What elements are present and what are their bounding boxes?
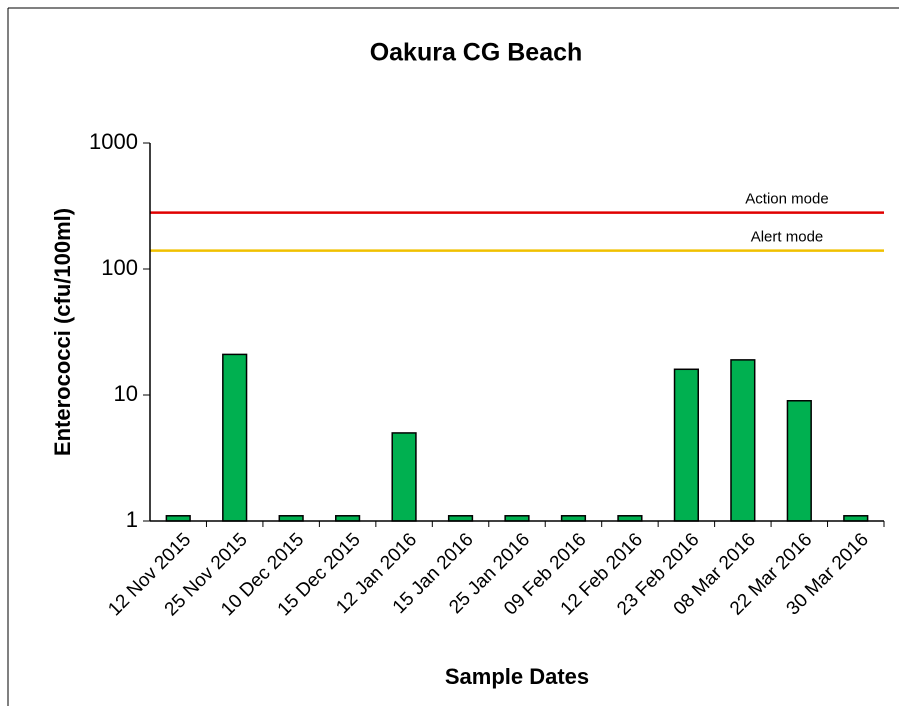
bar bbox=[617, 515, 643, 522]
x-axis-label: Sample Dates bbox=[445, 664, 589, 689]
bar bbox=[165, 515, 191, 522]
y-tick-label: 1000 bbox=[89, 129, 138, 154]
bar bbox=[786, 400, 812, 522]
bar bbox=[278, 515, 304, 522]
bar bbox=[335, 515, 361, 522]
threshold-label: Action mode bbox=[745, 191, 828, 208]
y-axis-label: Enterococci (cfu/100ml) bbox=[50, 208, 75, 456]
y-tick-label: 10 bbox=[114, 381, 138, 406]
bar bbox=[391, 432, 417, 522]
bar bbox=[504, 515, 530, 522]
bar bbox=[222, 353, 248, 522]
bar bbox=[673, 368, 699, 522]
y-tick-label: 1 bbox=[126, 507, 138, 532]
bar bbox=[730, 359, 756, 522]
bar bbox=[843, 515, 869, 522]
chart-title: Oakura CG Beach bbox=[370, 39, 583, 67]
bar bbox=[560, 515, 587, 522]
bar bbox=[447, 515, 474, 522]
y-tick-label: 100 bbox=[101, 255, 138, 280]
threshold-label: Alert mode bbox=[751, 229, 824, 246]
